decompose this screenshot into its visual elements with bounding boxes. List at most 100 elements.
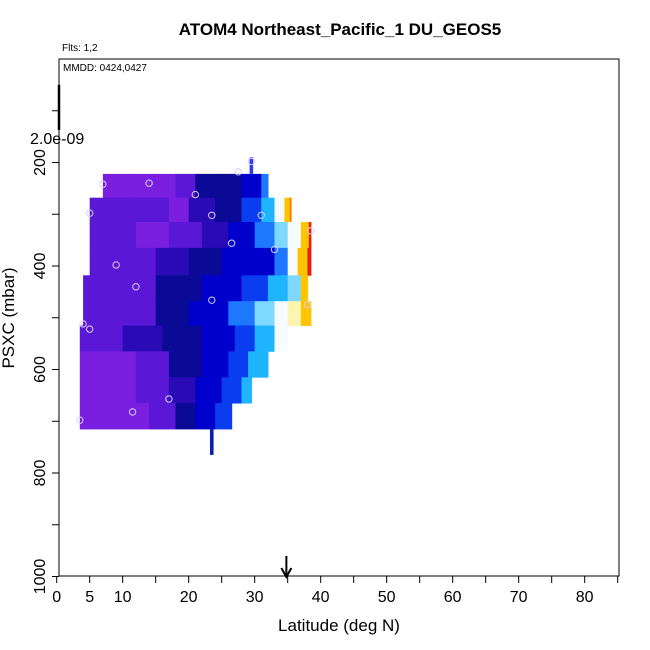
band-5-cell-4 [228, 301, 256, 326]
column-1 [209, 429, 214, 455]
band-5-cell-3 [188, 301, 229, 326]
band-6-cell-3 [201, 325, 236, 352]
band-4-cell-7 [300, 275, 309, 302]
point-13 [208, 296, 216, 304]
band-2-cell-2 [168, 222, 203, 249]
heatmap-bands [79, 173, 312, 430]
band-0-cell-0 [102, 173, 130, 199]
band-4-cell-1 [122, 275, 157, 302]
band-2-cell-6 [274, 222, 289, 249]
band-8-cell-5 [241, 377, 252, 404]
band-0-cell-6 [241, 173, 262, 199]
band-3-cell-9 [307, 247, 312, 276]
band-3-cell-6 [274, 247, 289, 276]
band-4-cell-5 [267, 275, 289, 302]
band-4-cell-2 [155, 275, 203, 302]
x-tick-label-50: 50 [378, 589, 396, 606]
plot-frame [58, 58, 620, 577]
band-1-cell-9 [289, 197, 292, 223]
band-4-cell-6 [287, 275, 302, 302]
band-5-cell-6 [274, 301, 289, 326]
x-tick-label-40: 40 [312, 589, 330, 606]
band-1-cell-5 [241, 197, 262, 223]
point-10 [307, 227, 315, 235]
band-1-cell-2 [168, 197, 190, 223]
band-7-cell-2 [168, 351, 203, 378]
latitude-arrow-head [280, 567, 293, 580]
point-19 [76, 416, 84, 424]
band-8-cell-1 [135, 377, 170, 404]
x-tick-label-60: 60 [444, 589, 462, 606]
band-3-cell-1 [122, 247, 157, 276]
point-14 [303, 301, 312, 309]
band-4-cell-0 [83, 275, 124, 302]
y-tick-label-400: 400 [32, 253, 49, 280]
band-5-cell-5 [254, 301, 276, 326]
band-5-cell-1 [122, 301, 157, 326]
band-3-cell-8 [297, 247, 309, 276]
band-2-cell-0 [89, 222, 137, 249]
band-7-cell-3 [201, 351, 229, 378]
band-3-cell-5 [254, 247, 276, 276]
point-17 [165, 395, 173, 403]
x-axis-label: Latitude (deg N) [278, 616, 400, 635]
band-0-cell-3 [175, 173, 196, 199]
band-8-cell-2 [168, 377, 196, 404]
dates-label: MMDD: 0424,0427 [63, 63, 147, 74]
band-3-cell-4 [221, 247, 256, 276]
band-3-cell-3 [188, 247, 223, 276]
band-2-cell-1 [135, 222, 170, 249]
band-6-cell-2 [162, 325, 203, 352]
y-axis-label: PSXC (mbar) [0, 267, 18, 368]
band-4-cell-3 [201, 275, 243, 302]
band-3-cell-2 [155, 247, 190, 276]
point-1 [145, 179, 153, 187]
band-3-cell-0 [89, 247, 124, 276]
point-15 [79, 320, 87, 328]
band-0-cell-4 [195, 173, 223, 199]
x-tick-label-20: 20 [180, 589, 198, 606]
band-1-cell-0 [89, 197, 130, 223]
band-9-cell-1 [149, 403, 177, 430]
point-4 [247, 157, 256, 166]
heatmap-columns [209, 157, 254, 455]
point-5 [85, 209, 94, 217]
band-9-cell-3 [195, 403, 216, 430]
band-6-cell-5 [254, 325, 276, 352]
band-4-cell-4 [241, 275, 269, 302]
point-12 [132, 283, 140, 291]
x-tick-label-80: 80 [576, 589, 594, 606]
band-5-cell-0 [83, 301, 124, 326]
point-9 [270, 245, 279, 254]
band-8-cell-4 [221, 377, 243, 404]
point-0 [99, 180, 107, 188]
flights-label: Flts: 1,2 [62, 43, 98, 54]
scale-label: 2.0e-09 [30, 131, 84, 148]
point-3 [234, 168, 242, 176]
y-tick-label-200: 200 [32, 149, 49, 176]
band-9-cell-4 [215, 403, 233, 430]
band-0-cell-5 [221, 173, 243, 199]
band-1-cell-1 [129, 197, 170, 223]
band-0-cell-2 [155, 173, 177, 199]
band-9-cell-0 [79, 403, 150, 430]
band-1-cell-4 [215, 197, 243, 223]
x-tick-label-70: 70 [510, 589, 528, 606]
band-2-cell-8 [300, 222, 310, 249]
band-2-cell-3 [201, 222, 229, 249]
point-7 [257, 211, 265, 219]
band-3-cell-7 [287, 247, 299, 276]
band-5-cell-7 [287, 301, 302, 326]
band-8-cell-3 [195, 377, 223, 404]
x-tick-label-0: 0 [52, 589, 61, 606]
band-2-cell-5 [254, 222, 276, 249]
band-9-cell-2 [175, 403, 196, 430]
band-7-cell-5 [248, 351, 269, 378]
band-2-cell-7 [287, 222, 302, 249]
band-1-cell-6 [261, 197, 276, 223]
band-6-cell-4 [234, 325, 256, 352]
band-5-cell-2 [155, 301, 190, 326]
x-tick-label-10: 10 [114, 589, 132, 606]
